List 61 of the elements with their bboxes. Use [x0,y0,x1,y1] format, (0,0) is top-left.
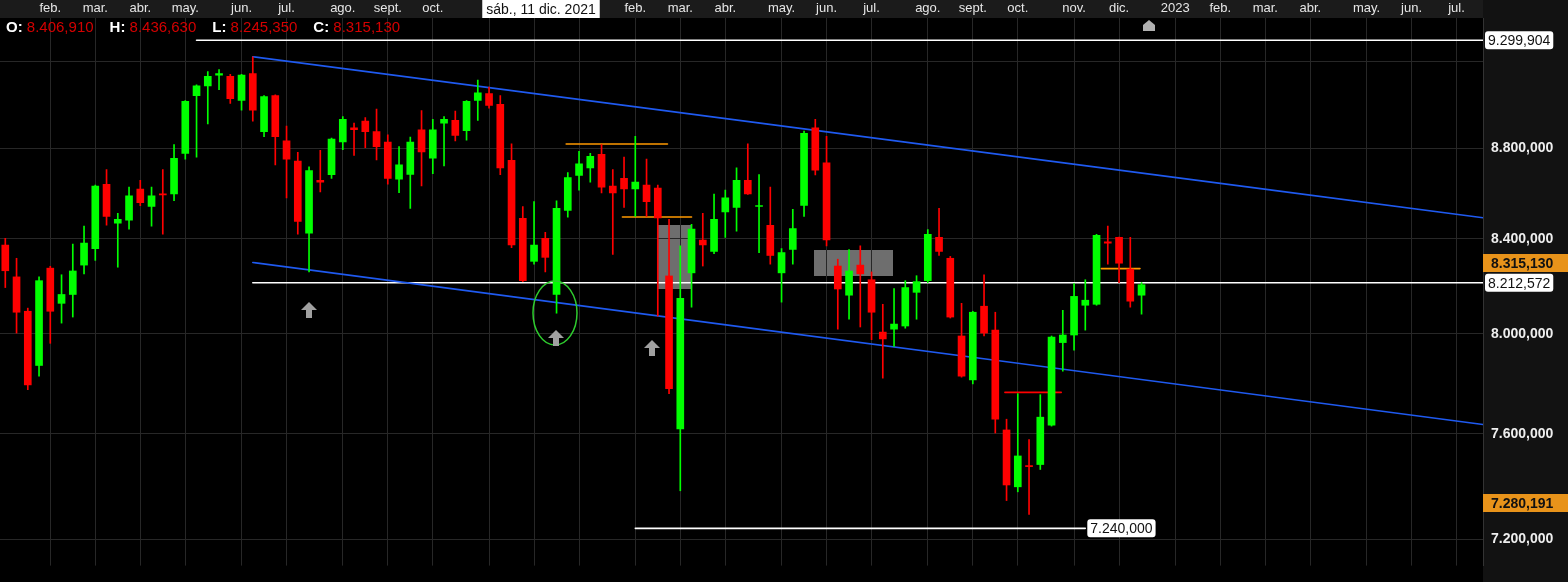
candlestick [440,116,448,167]
x-tick-label: feb. [1209,0,1232,15]
y-tick-label: 7.600,000 [1491,424,1554,441]
y-tick-label: 8.000,000 [1491,324,1554,341]
x-tick-label: oct. [1007,0,1029,15]
x-tick-label: jul. [862,0,880,15]
x-tick-label: abr. [1299,0,1322,15]
x-tick-label: jun. [230,0,253,15]
x-tick-label: feb. [39,0,62,15]
candlestick [1081,279,1090,331]
annotation: O: 8.406,910 [6,18,94,35]
candlestick [473,79,482,121]
data-label: 8.212,572 [1488,274,1551,291]
x-tick-label: 2023 [1160,0,1190,15]
text: 8.315,130 [1491,254,1554,271]
candlestick [1025,439,1033,515]
data-label: 7.240,000 [1090,520,1153,537]
x-tick-label: jul. [277,0,295,15]
text: 7.280,191 [1491,494,1554,511]
candlestick [878,303,887,379]
x-tick-label: dic. [1108,0,1130,15]
x-tick-label: sept. [373,0,402,15]
text: sáb., 11 dic. 2021 [486,0,596,17]
candlestick [856,245,865,328]
x-tick-label: mar. [82,0,108,15]
x-tick-label: sept. [958,0,987,15]
x-tick-label: jun. [1400,0,1423,15]
x-tick-label: oct. [422,0,444,15]
candlestick [350,122,358,156]
x-tick-label: ago. [915,0,941,15]
candlestick [113,213,122,268]
x-tick-label: may. [767,0,796,15]
x-tick-label: abr. [714,0,737,15]
x-tick-label: jul. [1447,0,1465,15]
x-tick-label: ago. [330,0,356,15]
annotation: L: 8.245,350 [212,18,298,35]
x-tick-label: mar. [667,0,693,15]
x-tick-label: may. [1352,0,1381,15]
y-tick-label: 7.200,000 [1491,530,1554,547]
candlestick [631,135,640,217]
data-label: 9.299,904 [1488,32,1551,49]
annotation: C: 8.315,130 [313,18,401,35]
candlestick [608,169,617,255]
candlestick [653,184,662,317]
x-tick-label: jun. [815,0,838,15]
candlestick [698,213,707,267]
candlestick [215,69,223,91]
candlestick [620,156,628,208]
y-tick-label: 8.800,000 [1491,138,1554,155]
x-tick-label: mar. [1252,0,1278,15]
y-tick-label: 8.400,000 [1491,229,1554,246]
x-tick-label: may. [171,0,199,15]
candlestick [316,150,325,193]
x-tick-label: feb. [624,0,647,15]
candlestick [890,288,898,347]
x-tick-label: abr. [129,0,152,15]
candlestick [755,174,763,253]
x-tick-label: nov. [1062,0,1086,15]
candlestick [1058,309,1067,372]
candlestick [203,71,212,125]
annotation: H: 8.436,630 [109,18,197,35]
